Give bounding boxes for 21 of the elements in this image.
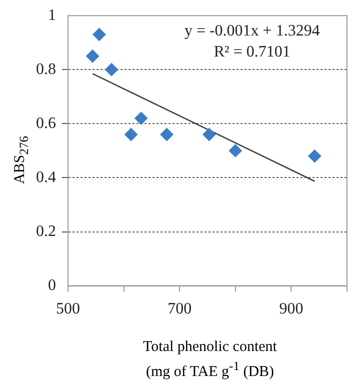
x-tick-label: 500 (56, 300, 80, 318)
y-tick-label: 0.8 (36, 60, 56, 78)
point (202, 128, 216, 141)
point (124, 128, 138, 141)
point (134, 112, 148, 125)
x-tick-label: 900 (279, 300, 304, 318)
y-tick-label: 1 (48, 6, 56, 24)
point (92, 28, 106, 42)
y-tick-label: 0.6 (36, 114, 56, 132)
point (160, 128, 174, 141)
point (308, 150, 322, 163)
x-axis-title: Total phenolic content (mg of TAE g$^{-1}$ (DB) (142, 338, 278, 382)
annotation: R² = 0.7101 (214, 44, 290, 61)
point (228, 144, 242, 158)
x-tick-label: 700 (168, 300, 192, 318)
y-tick-label: 0 (48, 277, 56, 294)
point (86, 50, 100, 63)
point (105, 63, 118, 76)
annotation: y = -0.001x + 1.3294 (184, 22, 320, 40)
y-tick-label: 0.2 (36, 222, 56, 240)
y-tick-label: 0.4 (36, 168, 56, 186)
